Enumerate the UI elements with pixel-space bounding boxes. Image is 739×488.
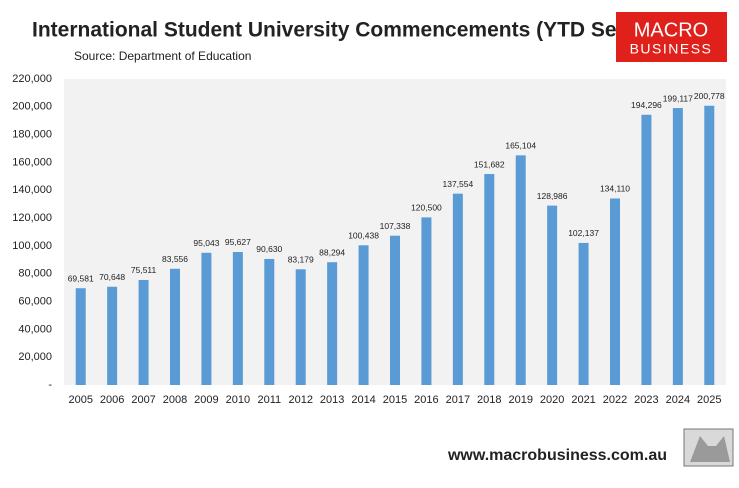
x-tick-label: 2011 — [257, 394, 281, 406]
bar — [138, 279, 149, 385]
value-label: 90,630 — [256, 244, 282, 254]
value-label: 199,117 — [663, 93, 693, 103]
x-tick-label: 2019 — [508, 394, 532, 406]
bar — [515, 155, 526, 385]
x-tick-label: 2023 — [634, 394, 658, 406]
bar — [232, 251, 243, 385]
value-label: 151,682 — [474, 159, 505, 169]
value-label: 134,110 — [600, 184, 630, 194]
value-label: 200,778 — [694, 91, 725, 101]
x-tick-label: 2012 — [288, 394, 312, 406]
x-tick-label: 2018 — [477, 394, 501, 406]
logo-top: MACRO — [634, 19, 708, 41]
y-tick-label: 160,000 — [12, 156, 52, 168]
value-label: 100,438 — [348, 231, 379, 241]
value-label: 194,296 — [631, 100, 662, 110]
logo-bottom: BUSINESS — [630, 41, 713, 57]
logo-box — [616, 12, 727, 62]
chart-subtitle: Source: Department of Education — [74, 49, 251, 63]
x-tick-label: 2014 — [351, 394, 375, 406]
y-tick-label: 20,000 — [18, 351, 52, 363]
x-tick-label: 2007 — [131, 394, 155, 406]
bar — [390, 235, 400, 385]
website-url: www.macrobusiness.com.au — [447, 447, 667, 464]
y-tick-label: 40,000 — [18, 323, 52, 335]
wolf-shape — [690, 436, 730, 462]
x-tick-label: 2015 — [383, 394, 407, 406]
x-tick-label: 2008 — [163, 394, 187, 406]
bar — [672, 108, 683, 385]
bar — [452, 193, 463, 385]
value-label: 102,137 — [568, 228, 599, 238]
x-tick-label: 2024 — [666, 394, 690, 406]
x-tick-label: 2005 — [68, 394, 92, 406]
bar — [201, 252, 212, 385]
bar — [421, 217, 432, 385]
bar — [170, 268, 180, 385]
value-label: 83,179 — [288, 255, 314, 265]
x-tick-label: 2021 — [571, 394, 595, 406]
x-tick-label: 2013 — [320, 394, 344, 406]
value-label: 107,338 — [380, 221, 411, 231]
bar — [75, 288, 86, 385]
bar — [704, 105, 715, 385]
bar — [641, 114, 652, 386]
value-label: 165,104 — [505, 141, 536, 151]
value-label: 95,627 — [225, 237, 251, 247]
x-tick-label: 2010 — [226, 394, 250, 406]
value-label: 69,581 — [68, 273, 94, 283]
y-tick-label: 100,000 — [12, 240, 52, 252]
bar — [547, 205, 558, 385]
value-label: 70,648 — [99, 272, 125, 282]
bar — [484, 174, 495, 385]
bar — [610, 198, 620, 385]
bar — [295, 269, 306, 385]
y-tick-label: 60,000 — [18, 295, 52, 307]
logo: MACRO BUSINESS — [616, 12, 727, 62]
y-tick-label: 140,000 — [12, 184, 52, 196]
x-tick-label: 2006 — [100, 394, 124, 406]
x-tick-label: 2025 — [697, 394, 721, 406]
x-tick-label: 2016 — [414, 394, 438, 406]
value-label: 95,043 — [193, 238, 219, 248]
value-label: 88,294 — [319, 247, 345, 257]
value-label: 137,554 — [442, 179, 473, 189]
y-tick-label: - — [48, 379, 52, 391]
x-tick-label: 2017 — [446, 394, 470, 406]
x-tick-label: 2022 — [603, 394, 627, 406]
chart-title: International Student University Commenc… — [32, 19, 643, 42]
bar — [358, 245, 369, 385]
bar — [107, 286, 118, 385]
y-tick-label: 200,000 — [12, 101, 52, 113]
y-tick-label: 220,000 — [12, 73, 52, 85]
x-tick-label: 2009 — [194, 394, 218, 406]
value-label: 75,511 — [131, 265, 157, 275]
y-tick-label: 120,000 — [12, 212, 52, 224]
bar — [578, 242, 589, 385]
y-tick-label: 180,000 — [12, 129, 52, 141]
bar — [264, 258, 275, 385]
y-tick-label: 80,000 — [18, 268, 52, 280]
value-label: 83,556 — [162, 254, 188, 264]
value-label: 128,986 — [537, 191, 568, 201]
value-label: 120,500 — [411, 203, 442, 213]
bar — [327, 262, 338, 385]
x-tick-label: 2020 — [540, 394, 564, 406]
